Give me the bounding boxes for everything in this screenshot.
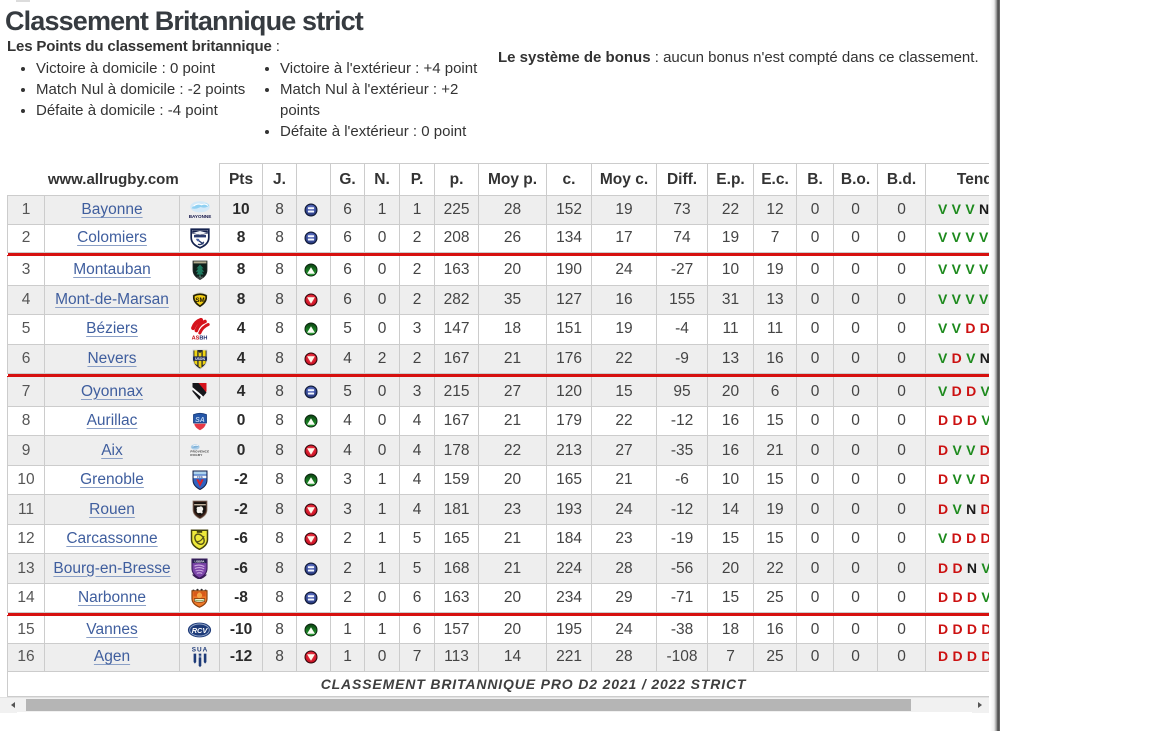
svg-text:USM: USM: [197, 277, 202, 280]
svg-text:BAYONNE: BAYONNE: [188, 214, 211, 219]
svg-text:PROVENCE: PROVENCE: [190, 450, 209, 454]
svg-text:USBPA: USBPA: [195, 560, 206, 564]
svg-text:SA: SA: [195, 416, 205, 423]
svg-text:SU: SU: [197, 655, 201, 659]
svg-text:RUGBY: RUGBY: [190, 453, 203, 457]
svg-text:SM: SM: [195, 298, 204, 305]
svg-text:SUA: SUA: [191, 647, 208, 654]
svg-text:FCG: FCG: [197, 475, 202, 479]
svg-text:RCV: RCV: [192, 625, 209, 634]
svg-text:USON: USON: [195, 356, 205, 360]
svg-text:ASBH: ASBH: [192, 336, 208, 342]
